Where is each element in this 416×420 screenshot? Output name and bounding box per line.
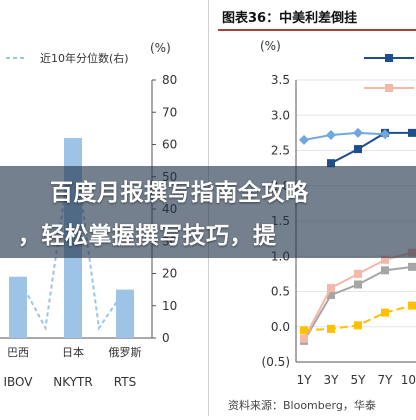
x-tick-label: 10Y xyxy=(401,373,416,387)
overlay-title-line-1: 百度月报撰写指南全攻略 xyxy=(50,180,309,206)
series-point xyxy=(408,128,416,137)
series-point xyxy=(326,129,336,140)
series-point xyxy=(385,54,393,62)
y-tick-label: 60 xyxy=(162,138,177,152)
y-tick-label: 10 xyxy=(162,299,177,313)
y-tick-label: 70 xyxy=(162,105,177,119)
series-point xyxy=(327,283,335,292)
series-point xyxy=(381,255,389,264)
x-category-label: 日本 xyxy=(62,345,84,359)
series-point xyxy=(385,84,393,92)
y-tick-label: 3.0 xyxy=(271,108,290,122)
y-tick-label: 20 xyxy=(162,267,177,281)
overlay-title-line-2: ，轻松掌握撰写技巧，提 xyxy=(18,223,277,249)
series-point xyxy=(327,159,335,168)
series-point xyxy=(300,326,308,335)
legend-label: 近10年分位数(右) xyxy=(40,51,129,65)
series-point xyxy=(381,266,389,275)
series-point xyxy=(353,127,363,138)
series-point xyxy=(354,280,362,289)
x-ticker-label: NKYTR xyxy=(53,375,92,389)
series-point xyxy=(299,134,309,145)
y-tick-label: 2.5 xyxy=(271,144,290,158)
y-tick-label: 80 xyxy=(162,73,177,87)
series-point xyxy=(354,321,362,330)
x-tick-label: 7Y xyxy=(378,373,394,387)
left-unit-label: (%) xyxy=(150,41,171,55)
source-note: 资料来源：Bloomberg，华泰 xyxy=(228,398,376,412)
right-legend xyxy=(364,54,414,92)
y-tick-label: 0 xyxy=(162,331,170,345)
y-tick-label: 3.5 xyxy=(271,73,290,87)
series-point xyxy=(300,334,308,343)
percentile-dashed-line xyxy=(17,137,126,332)
x-tick-label: 5Y xyxy=(351,373,367,387)
title-overlay-banner: 百度月报撰写指南全攻略 ，轻松掌握撰写技巧，提 xyxy=(0,166,416,258)
series-line xyxy=(303,131,386,141)
x-ticker-label: IBOV xyxy=(3,375,33,389)
series-point xyxy=(354,145,362,154)
series-point xyxy=(380,129,390,140)
x-category-label: 巴西 xyxy=(7,346,29,359)
x-tick-label: 3Y xyxy=(324,373,340,387)
y-tick-label: 0.0 xyxy=(271,320,290,334)
x-category-label: 俄罗斯 xyxy=(109,346,142,359)
x-tick-label: 1Y xyxy=(297,373,313,387)
percentile-bar xyxy=(9,276,27,338)
right-chart-title: 图表36：中美利差倒挂 xyxy=(222,10,357,26)
series-point xyxy=(354,269,362,278)
y-tick-label: 0.5 xyxy=(271,285,290,299)
series-point xyxy=(327,291,335,300)
series-line xyxy=(330,131,412,165)
x-ticker-label: RTS xyxy=(114,375,136,389)
right-unit-label: (%) xyxy=(260,39,281,53)
series-point xyxy=(327,324,335,333)
series-point xyxy=(408,301,416,310)
series-point xyxy=(381,308,389,317)
y-tick-label: (0.5) xyxy=(262,355,290,369)
percentile-bar xyxy=(116,289,134,338)
series-point xyxy=(408,262,416,271)
